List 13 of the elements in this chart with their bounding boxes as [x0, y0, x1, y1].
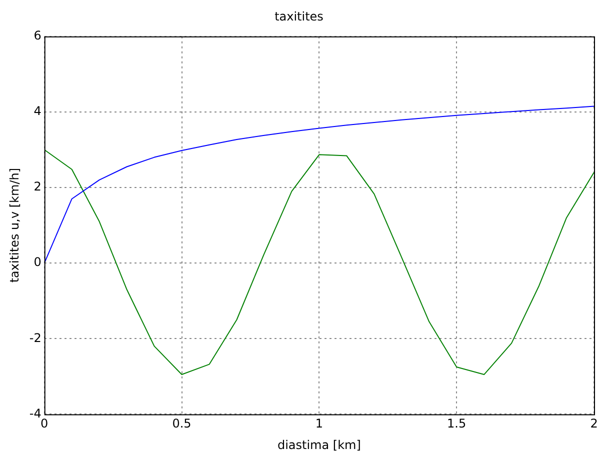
y-tick-label: 0: [34, 255, 42, 270]
y-tick-label: -2: [29, 330, 42, 345]
x-tick-label: 0.5: [172, 416, 192, 431]
y-tick-label: 2: [34, 180, 42, 194]
x-tick-label: 2: [590, 416, 598, 431]
y-tick-label: 4: [34, 104, 42, 118]
y-tick-label: -4: [29, 406, 42, 420]
x-axis-title: diastima [km]: [277, 438, 361, 452]
y-axis-title: taxitites u,v [km/h]: [7, 168, 22, 283]
x-tick-label: 1.5: [447, 416, 466, 431]
x-tick-label: 1: [315, 416, 324, 431]
y-tick-label: 6: [34, 28, 42, 43]
chart-title: taxitites: [274, 9, 324, 24]
